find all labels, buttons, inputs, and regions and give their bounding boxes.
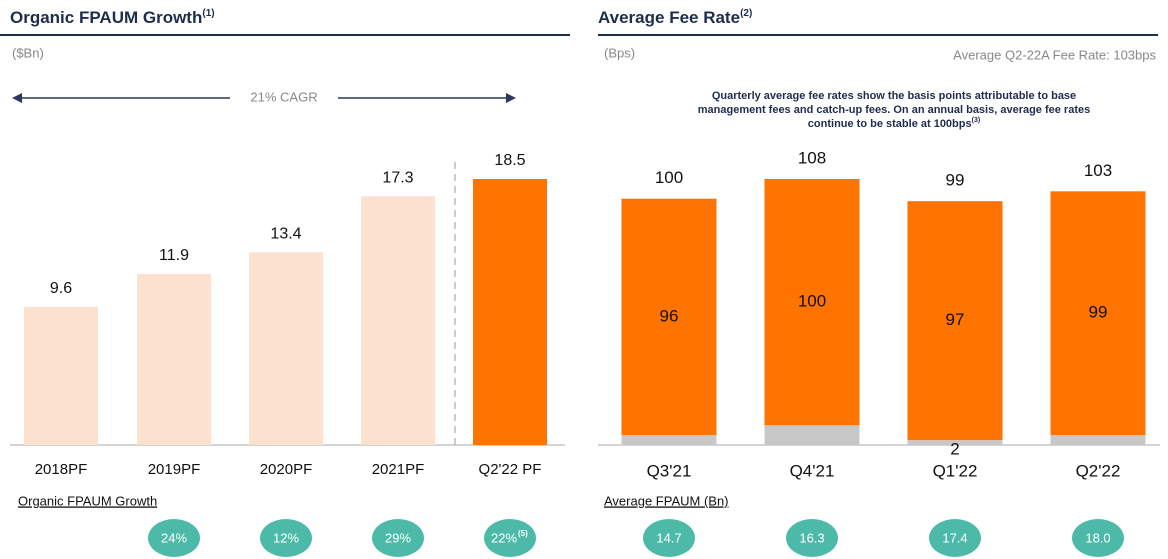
x-tick-label: 2018PF (35, 461, 88, 478)
bubble-label: 24% (161, 530, 187, 545)
bubble-label: 18.0 (1085, 530, 1110, 545)
unit-label: ($Bn) (12, 45, 44, 60)
bar-segment (907, 201, 1003, 441)
value-label: 18.5 (494, 152, 525, 169)
bar-segment (907, 440, 1003, 445)
bubble-note: (5) (518, 529, 528, 538)
bar-segment (621, 435, 717, 445)
cagr-label: 21% CAGR (250, 89, 317, 104)
bar-segment (764, 179, 860, 426)
x-tick-label: Q3'21 (647, 461, 692, 480)
annotation-text: continue to be stable at 100bps (808, 118, 972, 130)
bar (137, 273, 211, 445)
bar-segment (1050, 191, 1146, 436)
value-label: 13.4 (270, 226, 301, 243)
bar-segment (1050, 435, 1146, 445)
bubble-label: 16.3 (799, 530, 824, 545)
annotation: management fees and catch-up fees. On an… (698, 104, 1090, 116)
chart-title: Average Fee Rate(2) (598, 8, 752, 28)
subtitle: Average Q2-22A Fee Rate: 103bps (953, 47, 1156, 62)
bubble (1072, 519, 1124, 557)
bar-segment (764, 425, 860, 445)
segment-label: 100 (798, 292, 826, 311)
unit-label: (Bps) (604, 45, 635, 60)
row-label: Organic FPAUM Growth (18, 493, 157, 508)
title-note: (1) (202, 8, 214, 19)
title-note: (2) (740, 8, 752, 19)
segment-label: 99 (1089, 303, 1108, 322)
x-tick-label: Q1'22 (933, 461, 978, 480)
bubble-label: 17.4 (942, 530, 967, 545)
bar (249, 252, 323, 445)
x-tick-label: 2019PF (148, 461, 201, 478)
row-label: Average FPAUM (Bn) (604, 493, 729, 508)
title-text: Average Fee Rate (598, 8, 740, 27)
bar (473, 179, 547, 445)
total-label: 99 (946, 171, 965, 190)
bubble (786, 519, 838, 557)
annotation-text: Quarterly average fee rates show the bas… (712, 90, 1076, 102)
annotation-note: (3) (972, 117, 981, 124)
bar (24, 306, 98, 445)
arrow-head (506, 93, 516, 103)
bubble-label: 12% (273, 530, 299, 545)
x-tick-label: 2020PF (260, 461, 313, 478)
segment-label: 2 (950, 440, 959, 459)
annotation: Quarterly average fee rates show the bas… (712, 90, 1076, 102)
bubble (372, 519, 424, 557)
bubble-label: 29% (385, 530, 411, 545)
x-tick-label: Q4'21 (790, 461, 835, 480)
value-label: 9.6 (50, 280, 72, 297)
x-tick-label: 2021PF (372, 461, 425, 478)
bubble (484, 519, 536, 557)
bubble (260, 519, 312, 557)
value-label: 17.3 (382, 169, 413, 186)
title-text: Organic FPAUM Growth (10, 8, 202, 27)
bubble-label: 22% (491, 530, 517, 545)
segment-label: 96 (660, 306, 679, 325)
x-tick-label: Q2'22 (1076, 461, 1121, 480)
bubble (929, 519, 981, 557)
chart-title: Organic FPAUM Growth(1) (10, 8, 215, 28)
annotation: continue to be stable at 100bps(3) (808, 117, 980, 130)
total-label: 100 (655, 168, 683, 187)
value-label: 11.9 (159, 247, 189, 264)
total-label: 108 (798, 148, 826, 167)
bubble-label: 14.7 (656, 530, 681, 545)
segment-label: 97 (946, 310, 965, 329)
bubble (643, 519, 695, 557)
x-tick-label: Q2'22 PF (479, 461, 542, 478)
bar-segment (621, 198, 717, 436)
total-label: 103 (1084, 161, 1112, 180)
arrow-head (12, 93, 22, 103)
annotation-text: management fees and catch-up fees. On an… (698, 104, 1090, 116)
bar (361, 196, 435, 445)
bubble (148, 519, 200, 557)
